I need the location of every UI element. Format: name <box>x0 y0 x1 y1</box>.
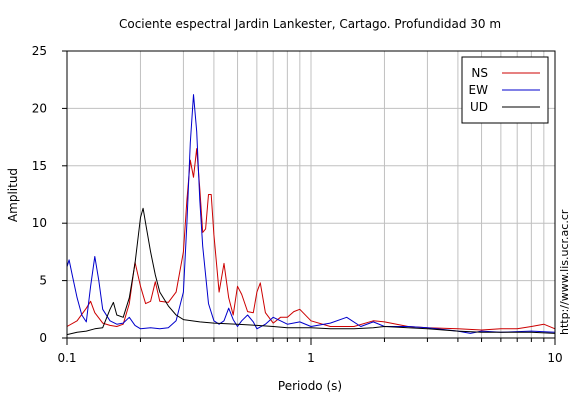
legend-label-ew: EW <box>469 83 489 97</box>
y-axis-label: Amplitud <box>6 168 20 222</box>
x-tick-label: 0.1 <box>57 351 76 365</box>
series-line-ew <box>66 94 556 334</box>
x-axis-label: Periodo (s) <box>278 379 342 393</box>
y-tick-label: 10 <box>32 216 47 230</box>
y-tick-label: 0 <box>39 331 47 345</box>
grid-lines <box>67 51 555 338</box>
legend-label-ud: UD <box>470 100 488 114</box>
y-tick-label: 5 <box>39 274 47 288</box>
chart-title: Cociente espectral Jardin Lankester, Car… <box>119 17 501 31</box>
credit-url: http://www.lis.ucr.ac.cr <box>558 209 571 335</box>
y-tick-label: 25 <box>32 44 47 58</box>
legend-label-ns: NS <box>471 66 488 80</box>
legend: NS EW UD <box>461 56 549 124</box>
axis-ticks: 0 5 10 15 20 25 0.1 1 10 <box>32 44 563 365</box>
y-tick-label: 20 <box>32 101 47 115</box>
series-lines <box>66 94 556 336</box>
series-line-ud <box>66 207 556 336</box>
x-tick-label: 1 <box>307 351 315 365</box>
x-tick-label: 10 <box>547 351 562 365</box>
y-tick-label: 15 <box>32 159 47 173</box>
